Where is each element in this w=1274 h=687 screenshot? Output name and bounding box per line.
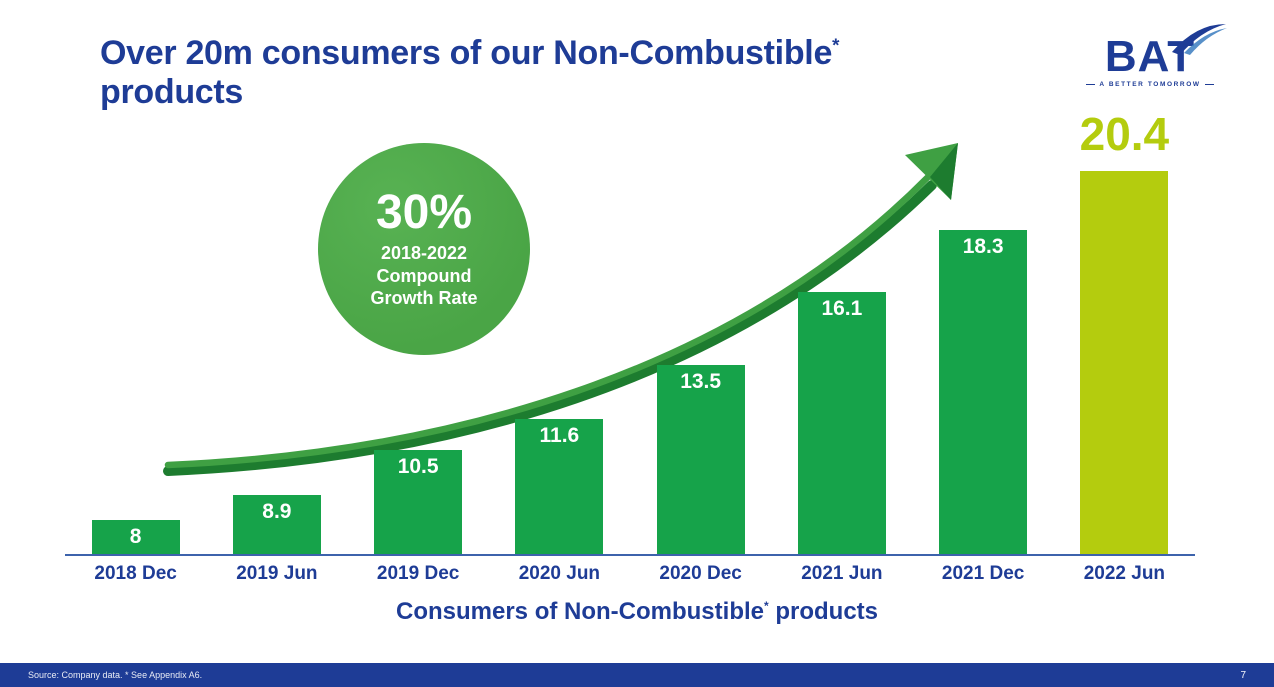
logo-wordmark: BAT [1104, 32, 1196, 81]
tagline-rule-left [1086, 83, 1096, 85]
x-axis-label: 2021 Dec [941, 563, 1025, 584]
x-axis-line [65, 554, 1195, 556]
x-axis-label: 2022 Jun [1083, 563, 1166, 584]
bar-slot: 16.1 [771, 292, 912, 554]
growth-percent: 30% [375, 186, 473, 240]
source-note: Source: Company data. * See Appendix A6. [28, 670, 203, 680]
bar-value-label: 18.3 [962, 235, 1004, 258]
page-title: Over 20m consumers of our Non-Combustibl… [100, 34, 1060, 113]
bar-2019-dec: 10.5 [374, 450, 463, 554]
bar-2018-dec: 8 [91, 520, 180, 554]
logo-tagline: A BETTER TOMORROW [1086, 80, 1215, 88]
x-axis-labels: 2018 Dec 2019 Jun 2019 Dec 2020 Jun 2020 Dec… [65, 563, 1195, 585]
title-line1: Over 20m consumers of our Non-Combustibl… [100, 34, 833, 72]
bar-slot: 8.9 [206, 495, 347, 554]
growth-arrow-icon [163, 143, 958, 476]
growth-label-line1: Compound [376, 265, 472, 286]
x-axis-label: 2019 Dec [376, 563, 460, 584]
logo-swoosh-icon [1172, 24, 1227, 55]
bar-slot: 13.5 [630, 365, 771, 554]
bar-slot: 11.6 [489, 419, 630, 554]
tagline-text: A BETTER TOMORROW [1099, 80, 1201, 88]
bar-slot: 18.3 [913, 230, 1054, 554]
bar-slot: 10.5 [348, 450, 489, 554]
growth-label-line2: Growth Rate [370, 288, 478, 309]
x-axis-label: 2019 Jun [236, 563, 318, 584]
growth-period: 2018-2022 [380, 243, 468, 264]
title-asterisk: * [832, 34, 840, 56]
title-line2: products [100, 73, 244, 112]
bar-2022-jun [1080, 171, 1169, 554]
x-axis-label: 2020 Jun [518, 563, 601, 584]
bar-value-label: 10.5 [397, 455, 439, 478]
bar-2020-jun: 11.6 [515, 419, 604, 554]
bar-value-label: 13.5 [680, 370, 722, 393]
caption-part1: Consumers of Non-Combustible [395, 598, 764, 625]
bar-slot: 8 [65, 520, 206, 554]
x-axis-label: 2021 Jun [801, 563, 883, 584]
bar-2020-dec: 13.5 [656, 365, 745, 554]
footer-bar: Source: Company data. * See Appendix A6.… [0, 663, 1274, 687]
bar-2021-dec: 18.3 [939, 230, 1028, 554]
bar-value-label: 16.1 [821, 297, 863, 320]
bar-value-label: 8.9 [262, 500, 292, 523]
caption-part2: products [768, 598, 879, 625]
tagline-rule-right [1204, 83, 1215, 85]
x-axis-label: 2018 Dec [94, 563, 177, 584]
x-axis-label: 2020 Dec [659, 563, 742, 584]
page-number: 7 [1240, 669, 1246, 681]
caption-asterisk: * [764, 599, 769, 613]
bat-logo: BAT A BETTER TOMORROW [1086, 24, 1227, 88]
bar-2019-jun: 8.9 [232, 495, 321, 554]
bar-slot: 20.4 [1054, 111, 1195, 554]
bar-value-label: 11.6 [539, 424, 580, 447]
chart-caption: Consumers of Non-Combustible* products [0, 598, 1274, 626]
bar-chart: 8 8.9 10.5 11.6 13.5 16.1 18.3 20.4 [65, 111, 1195, 554]
bar-2021-jun: 16.1 [797, 292, 886, 554]
bar-value-label: 8 [129, 525, 142, 548]
bar-value-label: 20.4 [1079, 108, 1170, 160]
growth-rate-badge: 30% 2018-2022 Compound Growth Rate [318, 143, 530, 355]
